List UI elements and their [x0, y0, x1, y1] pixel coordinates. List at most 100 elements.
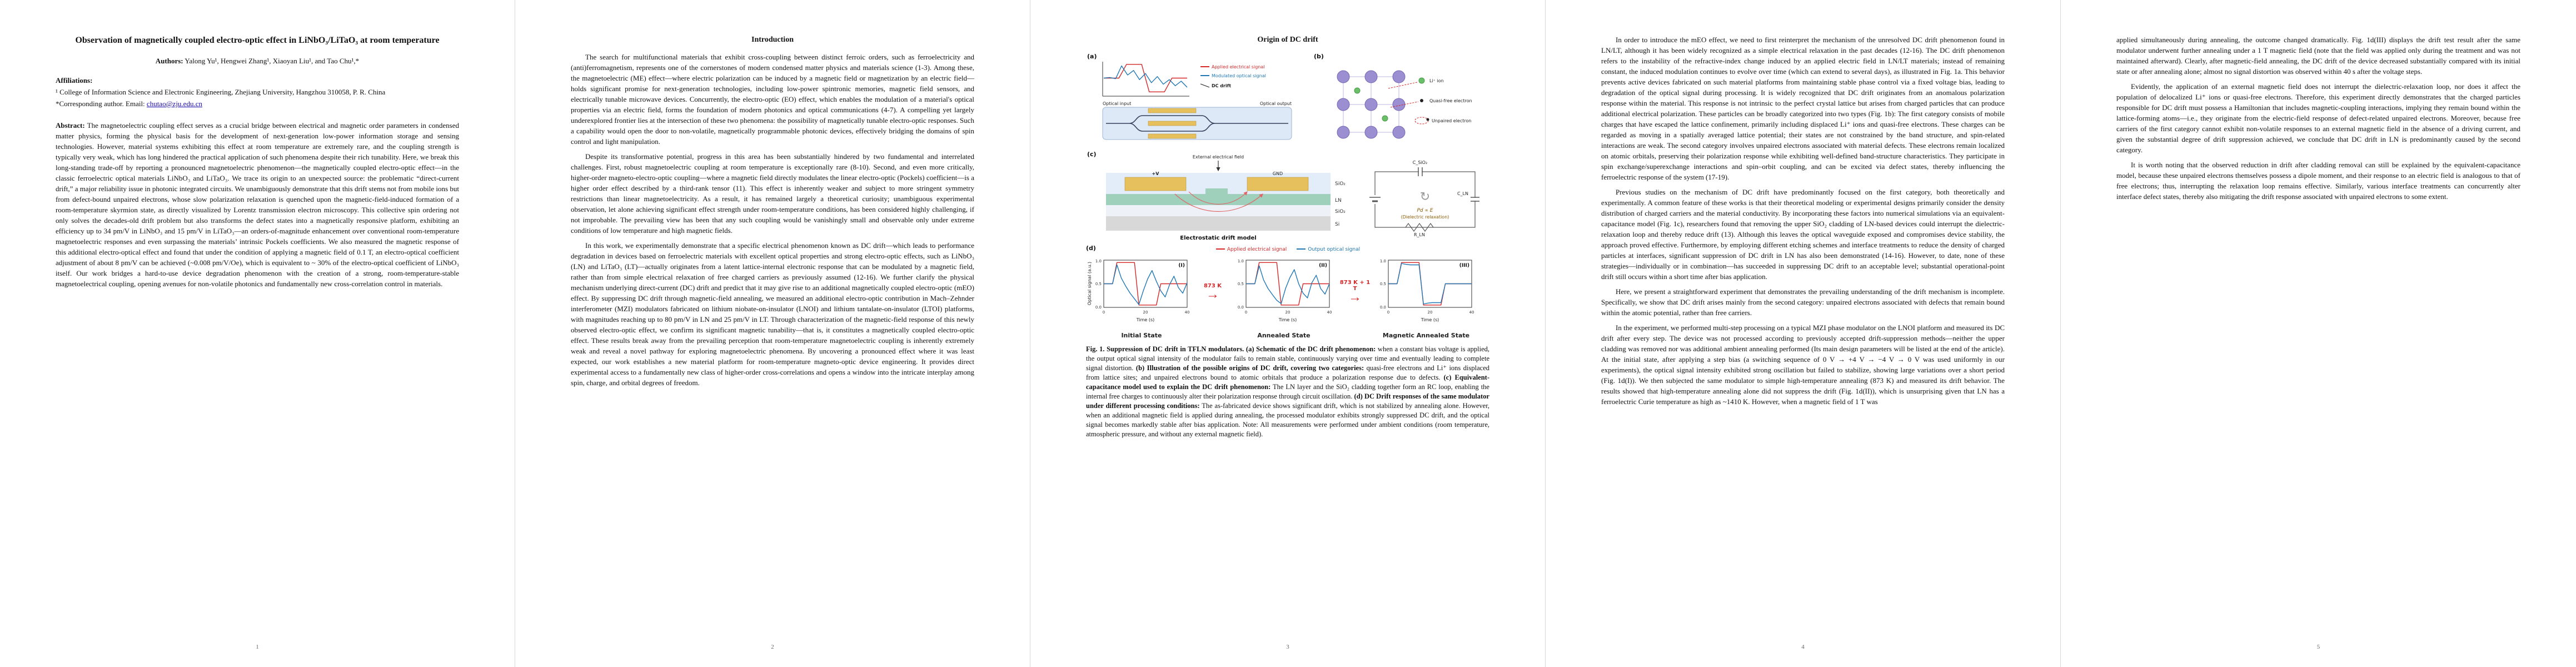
page-number: 5 — [2316, 644, 2320, 650]
page-2: Introduction The search for multifunctio… — [515, 0, 1030, 667]
capacitor-gap — [1472, 198, 1478, 201]
legend-optical: Output optical signal — [1297, 245, 1360, 255]
right-electrode — [1247, 177, 1309, 191]
electron-escape-arrow — [1390, 101, 1419, 108]
optical-trace — [1104, 264, 1188, 305]
field-line-2 — [1174, 193, 1263, 212]
y-tick: 0.5 — [1380, 282, 1386, 286]
modulated-signal-label: Modulated optical signal — [1212, 73, 1266, 78]
paragraph: Evidently, the application of an externa… — [2116, 82, 2520, 154]
resistor-label: R_LN — [1414, 232, 1425, 237]
page-number: 1 — [256, 644, 259, 650]
figure-1: (a) Applied electrical signal Modulated … — [1086, 52, 1490, 339]
electrostatic-model-label: Electrostatic drift model — [1180, 235, 1256, 241]
cladding-label: SiO₂ — [1335, 181, 1346, 187]
paragraph: In order to introduce the mEO effect, we… — [1601, 36, 2005, 181]
right-arrow-icon: → — [1348, 290, 1362, 305]
li-ion — [1354, 87, 1361, 94]
y-tick: 1.0 — [1095, 259, 1102, 263]
bias-trace — [1246, 262, 1329, 306]
lattice-atom — [1337, 70, 1350, 83]
affiliation-text: ¹ College of Information Science and Ele… — [56, 88, 386, 96]
state-label-annealed: Annealed State — [1257, 332, 1311, 339]
cap-ln-label: C_LN — [1457, 191, 1468, 196]
email-link[interactable]: chutao@zju.edu.cn — [146, 99, 202, 108]
lattice-atom — [1364, 70, 1378, 83]
drift-plot-row: (I) 1.0 0.5 0.0 0 20 40 Time (s) Optical… — [1086, 255, 1490, 339]
corresponding-text: *Corresponding author. Email: — [56, 99, 147, 108]
x-tick: 20 — [1143, 310, 1148, 315]
ln-ridge-waveguide — [1205, 188, 1228, 194]
page-1: Observation of magnetically coupled elec… — [0, 0, 515, 667]
y-tick: 0.5 — [1238, 282, 1244, 286]
authors-line: Authors: Yalong Yu¹, Hengwei Zhang¹, Xia… — [56, 56, 459, 66]
anneal-temp-label: 873 K — [1203, 282, 1222, 289]
page-5: applied simultaneously during annealing,… — [2061, 0, 2576, 667]
relaxation-loop-arrow: ↻ — [1420, 190, 1430, 204]
lattice-atom — [1337, 126, 1350, 139]
applied-signal-label: Applied electrical signal — [1212, 64, 1264, 69]
legend-red-swatch — [1215, 248, 1225, 250]
corresponding-author-line: *Corresponding author. Email: chutao@zju… — [56, 98, 459, 109]
bound-orbit — [1414, 117, 1429, 125]
page-4: In order to introduce the mEO effect, we… — [1546, 0, 2061, 667]
figure-row-1: (a) Applied electrical signal Modulated … — [1086, 52, 1490, 146]
optical-trace — [1246, 265, 1330, 304]
paragraph: In the experiment, we performed multi-st… — [1601, 323, 2005, 406]
lattice-atom — [1392, 70, 1406, 83]
plot-tag: (I) — [1178, 263, 1185, 268]
figure-caption: Fig. 1. Suppression of DC drift in TFLN … — [1086, 345, 1489, 439]
drift-plot-block-magnetic: (III) 1.0 0.5 0.0 0 20 40 Time (s) Magne… — [1371, 255, 1482, 339]
box-label: SiO₂ — [1335, 209, 1346, 215]
lattice-atom — [1364, 98, 1378, 111]
caption-bold-segment: (d) DC Drift responses of the same modul… — [1086, 392, 1489, 410]
caption-bold-segment: (b) Illustration of the possible origins… — [1135, 364, 1364, 372]
optical-trace — [1388, 263, 1472, 305]
caption-bold-segment: Fig. 1. Suppression of DC drift in TFLN … — [1086, 345, 1376, 353]
polarization-formula: Pd ∝ E — [1417, 208, 1433, 213]
paragraph: applied simultaneously during annealing,… — [2116, 36, 2520, 76]
y-axis-label: Optical signal (a.u.) — [1087, 262, 1092, 305]
panel-d-label: (d) — [1086, 245, 1096, 252]
state-label-magnetic: Magnetic Annealed State — [1382, 332, 1470, 339]
cap-sio2-label: C_SiO₂ — [1413, 160, 1427, 165]
paragraph: It is worth noting that the observed red… — [2116, 161, 2520, 201]
drift-plot-annealed: (II) 1.0 0.5 0.0 0 20 40 Time (s) — [1238, 259, 1332, 322]
panel-a-label: (a) — [1087, 53, 1097, 60]
paper-title: Observation of magnetically coupled elec… — [75, 36, 440, 45]
panel-b-label: (b) — [1314, 53, 1324, 60]
y-tick: 0.5 — [1095, 282, 1102, 286]
y-tick: 1.0 — [1238, 259, 1244, 263]
displaced-li-ion — [1418, 77, 1425, 84]
abstract-label: Abstract: — [56, 121, 85, 130]
x-axis-label: Time (s) — [1136, 317, 1155, 322]
anneal-arrow-2: 873 K + 1 T → — [1339, 255, 1371, 328]
battery-gap — [1373, 195, 1377, 204]
y-tick: 0.0 — [1380, 305, 1386, 310]
drift-plot-magnetic-annealed: (III) 1.0 0.5 0.0 0 20 40 Time (s) — [1380, 259, 1474, 322]
figure-row-2: (c) SiO₂ LN SiO₂ Si +V GND External elec… — [1086, 150, 1490, 241]
capacitor-gap — [1419, 170, 1422, 173]
caption-segment: when a constant bias voltage is applied,… — [1086, 345, 1489, 372]
plus-v-label: +V — [1152, 171, 1160, 176]
dielectric-relaxation-label: (Dielectric relaxation) — [1401, 215, 1449, 220]
electrode-top — [1148, 108, 1197, 113]
paragraph: The search for multifunctional materials… — [571, 53, 974, 146]
li-ion — [1382, 115, 1388, 122]
page-3: Origin of DC drift (a) Applied electrica… — [1030, 0, 1546, 667]
caption-bold-segment: (c) Equivalent-capacitance model used to… — [1086, 374, 1490, 391]
unpaired-electron-label: Unpaired electron — [1432, 118, 1471, 123]
substrate-label: Si — [1335, 222, 1339, 227]
anneal-field-label: 873 K + 1 T — [1339, 280, 1371, 292]
page-number: 4 — [1801, 644, 1805, 650]
section-heading-introduction: Introduction — [751, 36, 794, 44]
page-number: 2 — [771, 644, 774, 650]
gnd-label: GND — [1273, 171, 1283, 176]
drift-plot-block-initial: (I) 1.0 0.5 0.0 0 20 40 Time (s) Optical… — [1086, 255, 1197, 339]
x-tick: 40 — [1185, 310, 1190, 315]
x-axis-label: Time (s) — [1421, 317, 1439, 322]
dc-drift-label: DC drift — [1212, 83, 1231, 88]
authors-names: Yalong Yu¹, Hengwei Zhang¹, Xiaoyan Liu¹… — [183, 57, 360, 65]
x-tick: 20 — [1285, 310, 1291, 315]
electrode-middle — [1148, 121, 1197, 126]
